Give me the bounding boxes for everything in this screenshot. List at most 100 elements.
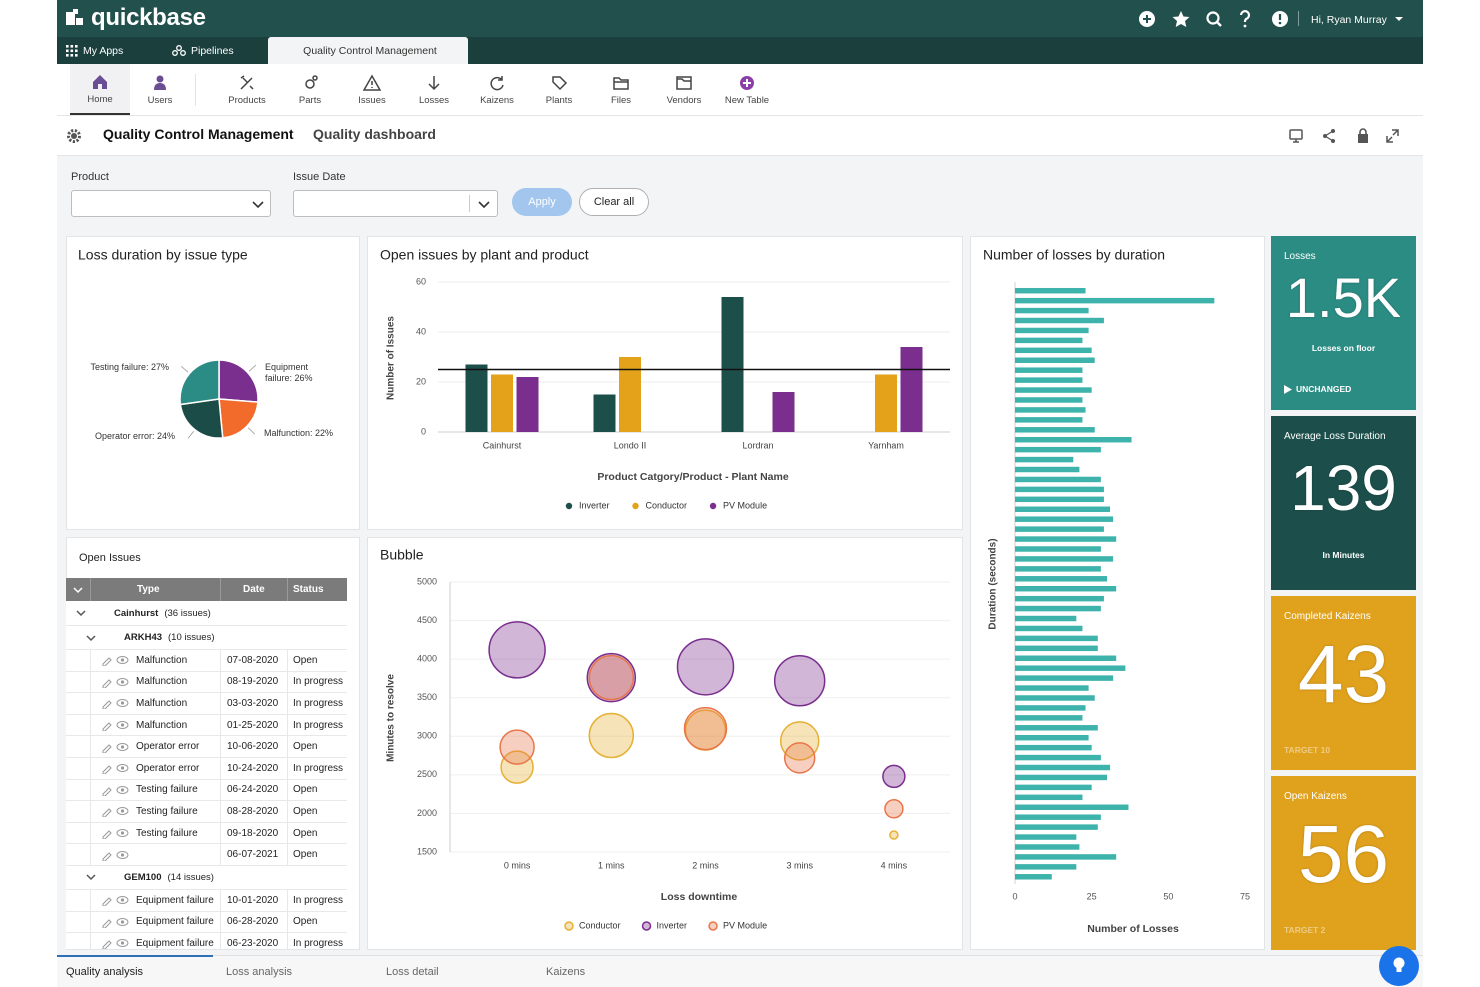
cell-type: Malfunction	[136, 676, 188, 688]
bulb	[1393, 957, 1405, 969]
header-icons[interactable]	[1135, 9, 1295, 29]
issue-date-select[interactable]	[293, 190, 498, 217]
view-icon	[116, 896, 129, 905]
kpi-tile[interactable]: Losses 1.5K Losses on floor UNCHANGED	[1271, 236, 1416, 410]
kpi-tile[interactable]: Average Loss Duration 139 In Minutes	[1271, 416, 1416, 590]
toolbar-icon-part	[154, 82, 166, 90]
subgroup-row[interactable]: ARKH43 (10 issues)	[66, 626, 347, 650]
view-icon	[116, 807, 129, 816]
edit-icon-part	[102, 657, 112, 667]
kpi-label: Open Kaizens	[1284, 791, 1347, 802]
toolbar-label: Files	[610, 94, 632, 106]
toolbar-item[interactable]: Plants	[529, 64, 589, 115]
cell: Equipment failure	[90, 889, 220, 911]
cell-status: Open	[287, 844, 347, 865]
view-icon-part	[116, 677, 129, 686]
cell: Malfunction	[90, 714, 220, 736]
user-caret	[1395, 17, 1403, 21]
cell-date: 06-23-2020	[220, 933, 287, 949]
kpi-footer: UNCHANGED	[1296, 384, 1352, 394]
cell-date: 07-08-2020	[220, 650, 287, 671]
kpi-tile[interactable]: Open Kaizens 56 TARGET 2	[1271, 776, 1416, 950]
view-icon	[116, 699, 129, 708]
edit-icon-part	[102, 700, 112, 710]
help-button[interactable]	[1379, 946, 1419, 986]
present-icon-stand	[1293, 139, 1299, 143]
toolbar-item[interactable]: Home	[70, 64, 130, 115]
apps-icon-part	[75, 53, 78, 57]
apply-button[interactable]: Apply	[512, 188, 572, 216]
issues-table: Type Date Status Cainhurst (36 issues) ARKH43…	[66, 578, 347, 949]
subgroup-row[interactable]: GEM100 (14 issues)	[66, 866, 347, 890]
edit-icon-part	[102, 808, 112, 818]
fullscreen-icon[interactable]	[1386, 129, 1399, 143]
toolbar-item[interactable]: Losses	[404, 64, 464, 115]
toolbar-item[interactable]: Products	[217, 64, 277, 115]
product-select[interactable]	[71, 190, 271, 217]
nav-tab-label: My Apps	[83, 44, 124, 57]
cell: Testing failure	[90, 801, 220, 822]
toolbar-item[interactable]: Users	[130, 64, 190, 115]
pie-label: Testing failure: 27%	[90, 362, 169, 372]
kpi-caption: Losses on floor	[1311, 343, 1376, 353]
page-actions[interactable]	[1287, 126, 1407, 146]
kpi-label: Completed Kaizens	[1284, 611, 1371, 622]
view-icon-part	[120, 941, 125, 946]
toolbar-icon	[93, 74, 107, 89]
cell: Testing failure	[90, 822, 220, 844]
kpi-tile[interactable]: Completed Kaizens 43 TARGET 10	[1271, 596, 1416, 770]
cell-date: 10-01-2020	[220, 889, 287, 911]
toolbar-item[interactable]: Issues	[342, 64, 402, 115]
bottom-tab[interactable]: Quality analysis	[66, 966, 144, 978]
lock-icon[interactable]	[1358, 134, 1368, 143]
toolbar-item[interactable]: New Table	[717, 64, 777, 115]
collapse-all[interactable]	[66, 578, 90, 601]
bottom-tab[interactable]: Loss analysis	[226, 966, 293, 978]
user-menu[interactable]: Hi, Ryan Murray	[1311, 14, 1387, 26]
edit-icon	[102, 808, 112, 818]
toolbar-item[interactable]: Files	[591, 64, 651, 115]
edit-icon-part	[102, 851, 112, 861]
table-row: Malfunction 08-19-2020 In progress	[66, 671, 347, 694]
favorite-icon[interactable]	[1172, 11, 1190, 27]
nav-tab[interactable]: Quality Control Management	[268, 37, 468, 64]
bottom-tab[interactable]: Kaizens	[546, 966, 586, 978]
toolbar-item[interactable]: Parts	[280, 64, 340, 115]
toolbar-icon-part	[363, 73, 381, 91]
search-icon[interactable]	[1206, 11, 1220, 25]
bulb-icon	[1393, 957, 1405, 972]
cell: Operator error	[90, 757, 220, 779]
lock-shackle	[1359, 128, 1367, 134]
table-row: Equipment failure 06-23-2020 In progress	[66, 933, 347, 949]
toolbar-item[interactable]: Kaizens	[467, 64, 527, 115]
table-row: Equipment failure 06-28-2020 Open	[66, 911, 347, 934]
view-icon-part	[120, 853, 125, 857]
toolbar-icon-part	[156, 75, 164, 82]
toolbar-item[interactable]: Vendors	[654, 64, 714, 115]
table-header: Type Date Status	[66, 578, 347, 601]
edit-icon	[102, 940, 112, 949]
bottom-tab[interactable]: Loss detail	[386, 966, 439, 978]
help-icon[interactable]	[1239, 10, 1251, 23]
toolbar-label: Users	[147, 94, 173, 106]
cell-status: In progress	[287, 671, 347, 693]
clear-button[interactable]: Clear all	[579, 188, 649, 216]
nav-tab[interactable]: Pipelines	[168, 37, 263, 64]
search-icon-handle	[1216, 21, 1222, 27]
cell	[66, 890, 90, 911]
cell-date: 06-07-2021	[220, 844, 287, 865]
settings-icon[interactable]	[66, 128, 82, 144]
present-icon[interactable]	[1289, 129, 1303, 140]
apps-icon-part	[70, 49, 74, 52]
view-icon-part	[116, 699, 129, 708]
toolbar-label: New Table	[724, 94, 770, 106]
cell	[66, 823, 90, 844]
cell-status: In progress	[287, 889, 347, 911]
toolbar-icon	[240, 74, 254, 90]
group-row[interactable]: Cainhurst (36 issues)	[66, 601, 347, 626]
chevron-part	[86, 634, 96, 641]
nav-tab[interactable]: My Apps	[62, 37, 162, 64]
barh-panel	[970, 236, 1265, 950]
chevron	[86, 634, 96, 641]
app-name[interactable]: Quality Control Management	[103, 126, 294, 142]
